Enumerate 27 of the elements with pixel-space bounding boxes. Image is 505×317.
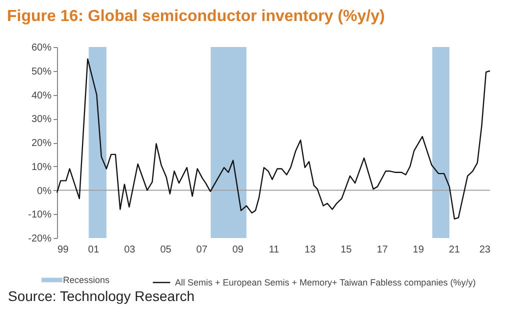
- y-tick-label: -10%: [28, 210, 52, 221]
- x-tick-label: 01: [88, 244, 100, 256]
- x-tick-label: 99: [58, 244, 70, 256]
- x-tick-label: 03: [124, 244, 136, 256]
- y-tick-label: 0%: [37, 186, 52, 197]
- legend-label: Recessions: [63, 275, 110, 285]
- y-tick-label: 20%: [31, 138, 52, 149]
- y-tick-label: 50%: [31, 66, 52, 78]
- x-tick-label: 13: [304, 244, 316, 256]
- x-tick-label: 09: [232, 244, 244, 256]
- x-tick-label: 11: [268, 244, 280, 256]
- x-tick-label: 07: [196, 244, 208, 256]
- x-tick-label: 17: [376, 244, 388, 256]
- y-tick-label: 30%: [31, 114, 52, 126]
- legend-label: All Semis + European Semis + Memory+ Taiwan Fabless companies (%y/y): [175, 278, 476, 288]
- y-tick-label: 60%: [31, 42, 52, 54]
- y-tick-label: 10%: [31, 162, 52, 173]
- x-tick-label: 19: [412, 244, 424, 256]
- x-tick-label: 23: [479, 244, 491, 256]
- line-series: [56, 58, 491, 220]
- x-tick-label: 15: [340, 244, 352, 256]
- source-note: Source: Technology Research: [8, 288, 195, 304]
- chart-title: Figure 16: Global semiconductor inventory (%y/y): [7, 8, 385, 25]
- y-tick-label: 40%: [31, 90, 52, 102]
- x-tick-label: 21: [448, 244, 460, 256]
- x-tick-label: 05: [160, 244, 172, 256]
- y-tick-label: -20%: [28, 234, 52, 244]
